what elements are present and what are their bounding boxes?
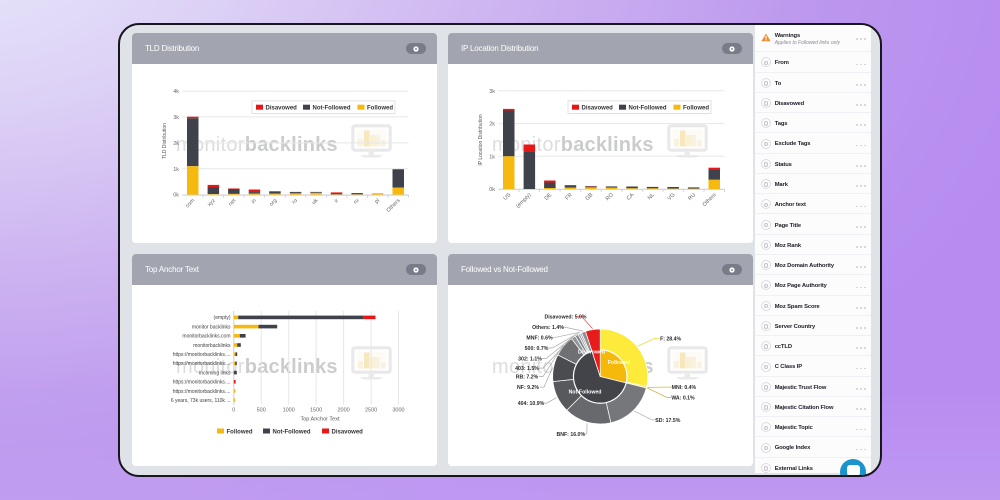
svg-text:org: org — [268, 197, 278, 207]
svg-text:MNI: 0.4%: MNI: 0.4% — [671, 385, 696, 391]
svg-text:NL: NL — [646, 192, 655, 201]
svg-text:4k: 4k — [173, 89, 179, 95]
svg-text:Followed: Followed — [607, 360, 629, 366]
svg-text:2k: 2k — [489, 121, 495, 127]
svg-text:VG: VG — [666, 192, 676, 202]
svg-text:2000: 2000 — [337, 407, 349, 413]
svg-text:1000: 1000 — [282, 407, 294, 413]
svg-text:monitorbacklinks: monitorbacklinks — [193, 342, 231, 348]
svg-text:monitorbacklinks.com: monitorbacklinks.com — [182, 333, 230, 339]
svg-text:F: 28.4%: F: 28.4% — [660, 336, 681, 342]
svg-text:https://monitorbacklinks....: https://monitorbacklinks.... — [172, 388, 230, 394]
svg-text:Others: Others — [385, 197, 401, 213]
svg-text:Not-Followed: Not-Followed — [568, 389, 601, 395]
svg-text:TLD Distribution: TLD Distribution — [162, 122, 168, 158]
svg-text:incoming links: incoming links — [199, 370, 231, 376]
svg-text:Followed: Followed — [367, 105, 393, 111]
svg-text:Top Anchor Text: Top Anchor Text — [300, 416, 340, 422]
svg-text:1k: 1k — [173, 166, 179, 172]
svg-text:ro: ro — [291, 197, 299, 205]
svg-text:302: 1.1%: 302: 1.1% — [518, 356, 542, 362]
svg-text:Others: 1.4%: Others: 1.4% — [532, 325, 564, 331]
svg-text:0: 0 — [232, 407, 235, 413]
svg-text:com: com — [184, 197, 196, 209]
svg-text:net: net — [227, 197, 237, 207]
svg-text:Followed: Followed — [683, 105, 709, 111]
svg-text:FR: FR — [564, 192, 573, 201]
svg-text:xyz: xyz — [206, 197, 216, 207]
svg-text:Others: Others — [701, 192, 717, 208]
svg-text:NF: 9.2%: NF: 9.2% — [517, 385, 539, 391]
svg-text:https://monitorbacklinks....: https://monitorbacklinks.... — [172, 352, 230, 358]
svg-text:Disavowed: Disavowed — [331, 429, 363, 435]
svg-text:Disavowed: Disavowed — [581, 105, 613, 111]
svg-text:MNF: 0.6%: MNF: 0.6% — [526, 335, 553, 341]
svg-text:Disavowed: Disavowed — [265, 105, 297, 111]
svg-text:Not-Followed: Not-Followed — [312, 105, 350, 111]
svg-text:RB: 7.2%: RB: 7.2% — [515, 374, 538, 380]
svg-text:3k: 3k — [173, 114, 179, 120]
svg-text:RU: RU — [687, 192, 697, 202]
svg-text:https://monitorbacklinks....: https://monitorbacklinks.... — [172, 361, 230, 367]
svg-text:pl: pl — [373, 197, 380, 204]
svg-text:Followed: Followed — [226, 429, 252, 435]
svg-text:ru: ru — [352, 197, 360, 205]
svg-text:ir: ir — [333, 197, 340, 204]
svg-text:US: US — [502, 191, 512, 201]
svg-text:2500: 2500 — [364, 407, 376, 413]
svg-text:1k: 1k — [489, 154, 495, 160]
svg-text:https://monitorbacklinks....: https://monitorbacklinks.... — [172, 379, 230, 385]
svg-text:1500: 1500 — [309, 407, 321, 413]
svg-text:403: 1.5%: 403: 1.5% — [515, 366, 539, 372]
svg-text:2k: 2k — [173, 140, 179, 146]
svg-text:Disavowed: Disavowed — [577, 349, 604, 355]
svg-text:RO: RO — [604, 191, 615, 202]
svg-text:Disavowed: 5.0%: Disavowed: 5.0% — [544, 314, 586, 320]
svg-text:(empty): (empty) — [213, 315, 230, 321]
svg-text:Not-Followed: Not-Followed — [628, 105, 666, 111]
svg-text:WA: 0.1%: WA: 0.1% — [671, 395, 695, 401]
svg-text:404: 10.9%: 404: 10.9% — [517, 401, 544, 407]
svg-text:CA: CA — [625, 191, 635, 201]
svg-text:(empty): (empty) — [515, 192, 533, 210]
svg-text:BNF: 16.0%: BNF: 16.0% — [556, 431, 585, 437]
svg-text:monitor backlinks: monitor backlinks — [191, 324, 230, 330]
svg-text:uk: uk — [311, 197, 320, 206]
svg-text:Not-Followed: Not-Followed — [272, 429, 310, 435]
svg-text:3k: 3k — [489, 88, 495, 94]
svg-text:in: in — [250, 197, 257, 204]
svg-text:GB: GB — [584, 191, 594, 201]
svg-text:0k: 0k — [173, 192, 179, 198]
svg-text:IP Location Distribution: IP Location Distribution — [478, 114, 484, 166]
svg-text:500: 500 — [256, 407, 265, 413]
svg-text:3000: 3000 — [392, 407, 404, 413]
svg-text:DE: DE — [543, 191, 553, 201]
svg-text:0k: 0k — [489, 187, 495, 193]
svg-text:6 years, 73k users, 110k ...: 6 years, 73k users, 110k ... — [170, 398, 230, 404]
svg-text:SD: 17.5%: SD: 17.5% — [655, 417, 680, 423]
svg-text:500: 0.7%: 500: 0.7% — [524, 345, 548, 351]
